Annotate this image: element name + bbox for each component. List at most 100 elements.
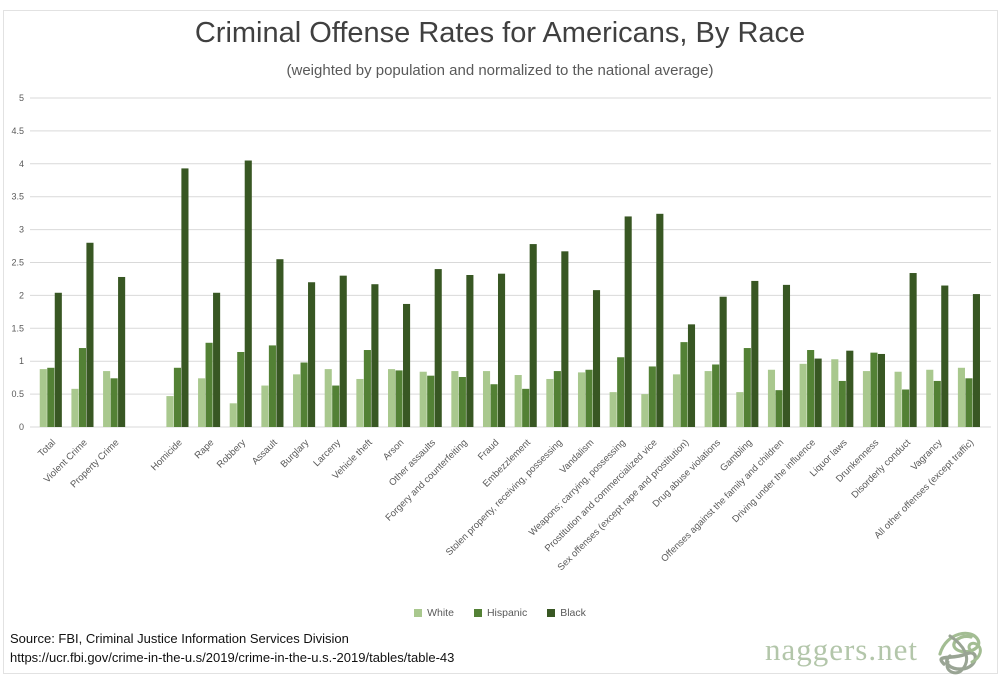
- bar-black: [877, 353, 886, 427]
- bar-white: [166, 396, 174, 427]
- x-category-label: Assault: [250, 437, 280, 467]
- y-tick-label: 1.5: [11, 323, 24, 333]
- bar-hispanic: [743, 348, 751, 427]
- bar-white: [862, 371, 871, 427]
- source-note: Source: FBI, Criminal Justice Informatio…: [10, 629, 454, 667]
- chart-subtitle: (weighted by population and normalized t…: [286, 62, 714, 79]
- bar-hispanic: [617, 357, 625, 427]
- bar-hispanic: [933, 380, 941, 427]
- y-tick-label: 0.5: [11, 389, 24, 399]
- bar-white: [261, 385, 269, 427]
- y-tick-label: 5: [19, 93, 24, 103]
- bar-black: [656, 213, 664, 427]
- bar-white: [451, 371, 459, 427]
- bar-black: [181, 168, 189, 427]
- bar-black: [213, 292, 221, 427]
- bar-hispanic: [585, 369, 593, 427]
- legend-item-hispanic: Hispanic: [473, 607, 527, 619]
- y-tick-label: 3: [19, 225, 24, 235]
- bar-white: [514, 375, 522, 427]
- bar-white: [482, 371, 491, 427]
- bar-hispanic: [490, 384, 498, 427]
- bar-white: [198, 378, 206, 427]
- x-category-label: Total: [36, 437, 58, 459]
- bar-white: [672, 374, 681, 427]
- bar-black: [308, 282, 316, 427]
- x-category-label: Larceny: [311, 437, 343, 469]
- bar-white: [71, 388, 79, 427]
- bar-white: [767, 369, 776, 427]
- bar-hispanic: [775, 390, 783, 427]
- bar-black: [846, 350, 854, 427]
- bar-hispanic: [268, 345, 276, 427]
- bar-white: [577, 372, 586, 427]
- bar-black: [339, 275, 347, 427]
- bar-white: [324, 369, 332, 427]
- legend-swatch-hispanic: [473, 609, 482, 617]
- bar-black: [561, 251, 569, 427]
- x-category-label: Arson: [381, 437, 406, 462]
- bar-black: [719, 296, 727, 427]
- bar-hispanic: [363, 350, 371, 427]
- legend-label: Black: [560, 607, 586, 619]
- bar-black: [592, 290, 601, 427]
- bar-white: [293, 374, 301, 427]
- bar-white: [388, 369, 396, 427]
- bar-hispanic: [712, 364, 720, 427]
- bar-white: [103, 371, 111, 427]
- bar-black: [972, 294, 980, 427]
- chart-legend: White Hispanic Black: [0, 605, 1000, 621]
- x-category-label: Stolen property, receiving, possessing: [444, 437, 565, 558]
- bar-hispanic: [300, 362, 308, 427]
- x-category-label: Robbery: [215, 437, 248, 470]
- legend-swatch-black: [547, 609, 556, 617]
- bar-black: [466, 275, 474, 427]
- bar-black: [941, 285, 949, 427]
- bar-black: [909, 273, 917, 427]
- bar-black: [434, 269, 442, 427]
- legend-label: White: [427, 607, 454, 619]
- bar-white: [704, 371, 712, 427]
- bar-hispanic: [870, 352, 878, 427]
- y-tick-label: 1: [19, 356, 24, 366]
- y-tick-label: 0: [19, 422, 24, 432]
- bar-hispanic: [458, 376, 466, 427]
- bar-white: [39, 369, 47, 427]
- chart-title: Criminal Offense Rates for Americans, By…: [194, 17, 806, 49]
- source-line-1: Source: FBI, Criminal Justice Informatio…: [10, 631, 349, 646]
- bar-hispanic: [173, 367, 181, 427]
- bar-black: [687, 324, 696, 427]
- watermark-site-name: naggers.net: [764, 632, 918, 667]
- bar-black: [86, 242, 94, 427]
- bar-black: [624, 216, 632, 427]
- bar-white: [641, 394, 649, 427]
- bar-black: [244, 160, 252, 427]
- bar-black: [276, 259, 284, 427]
- bar-hispanic: [838, 380, 846, 427]
- bar-hispanic: [395, 370, 403, 427]
- bar-hispanic: [110, 378, 118, 427]
- legend-item-white: White: [414, 607, 454, 619]
- bar-hispanic: [237, 351, 245, 427]
- bar-white: [356, 378, 364, 427]
- bar-black: [54, 292, 62, 427]
- bar-black: [751, 280, 759, 427]
- bar-white: [957, 367, 965, 427]
- x-category-label: Fraud: [476, 437, 501, 462]
- bar-hispanic: [807, 350, 815, 427]
- legend-item-black: Black: [547, 607, 586, 619]
- y-tick-label: 4.5: [11, 126, 24, 136]
- bar-hispanic: [205, 342, 213, 427]
- bar-hispanic: [648, 366, 656, 427]
- x-category-label: Burglary: [279, 437, 312, 470]
- bar-white: [831, 359, 839, 427]
- bar-hispanic: [427, 375, 435, 427]
- scribble-logo-icon: [938, 631, 982, 675]
- y-tick-label: 3.5: [11, 192, 24, 202]
- source-line-2: https://ucr.fbi.gov/crime-in-the-u.s/201…: [10, 650, 455, 665]
- y-tick-label: 2: [19, 290, 24, 300]
- bar-hispanic: [78, 348, 87, 427]
- x-category-label: Homicide: [149, 437, 185, 473]
- bar-hispanic: [522, 388, 530, 427]
